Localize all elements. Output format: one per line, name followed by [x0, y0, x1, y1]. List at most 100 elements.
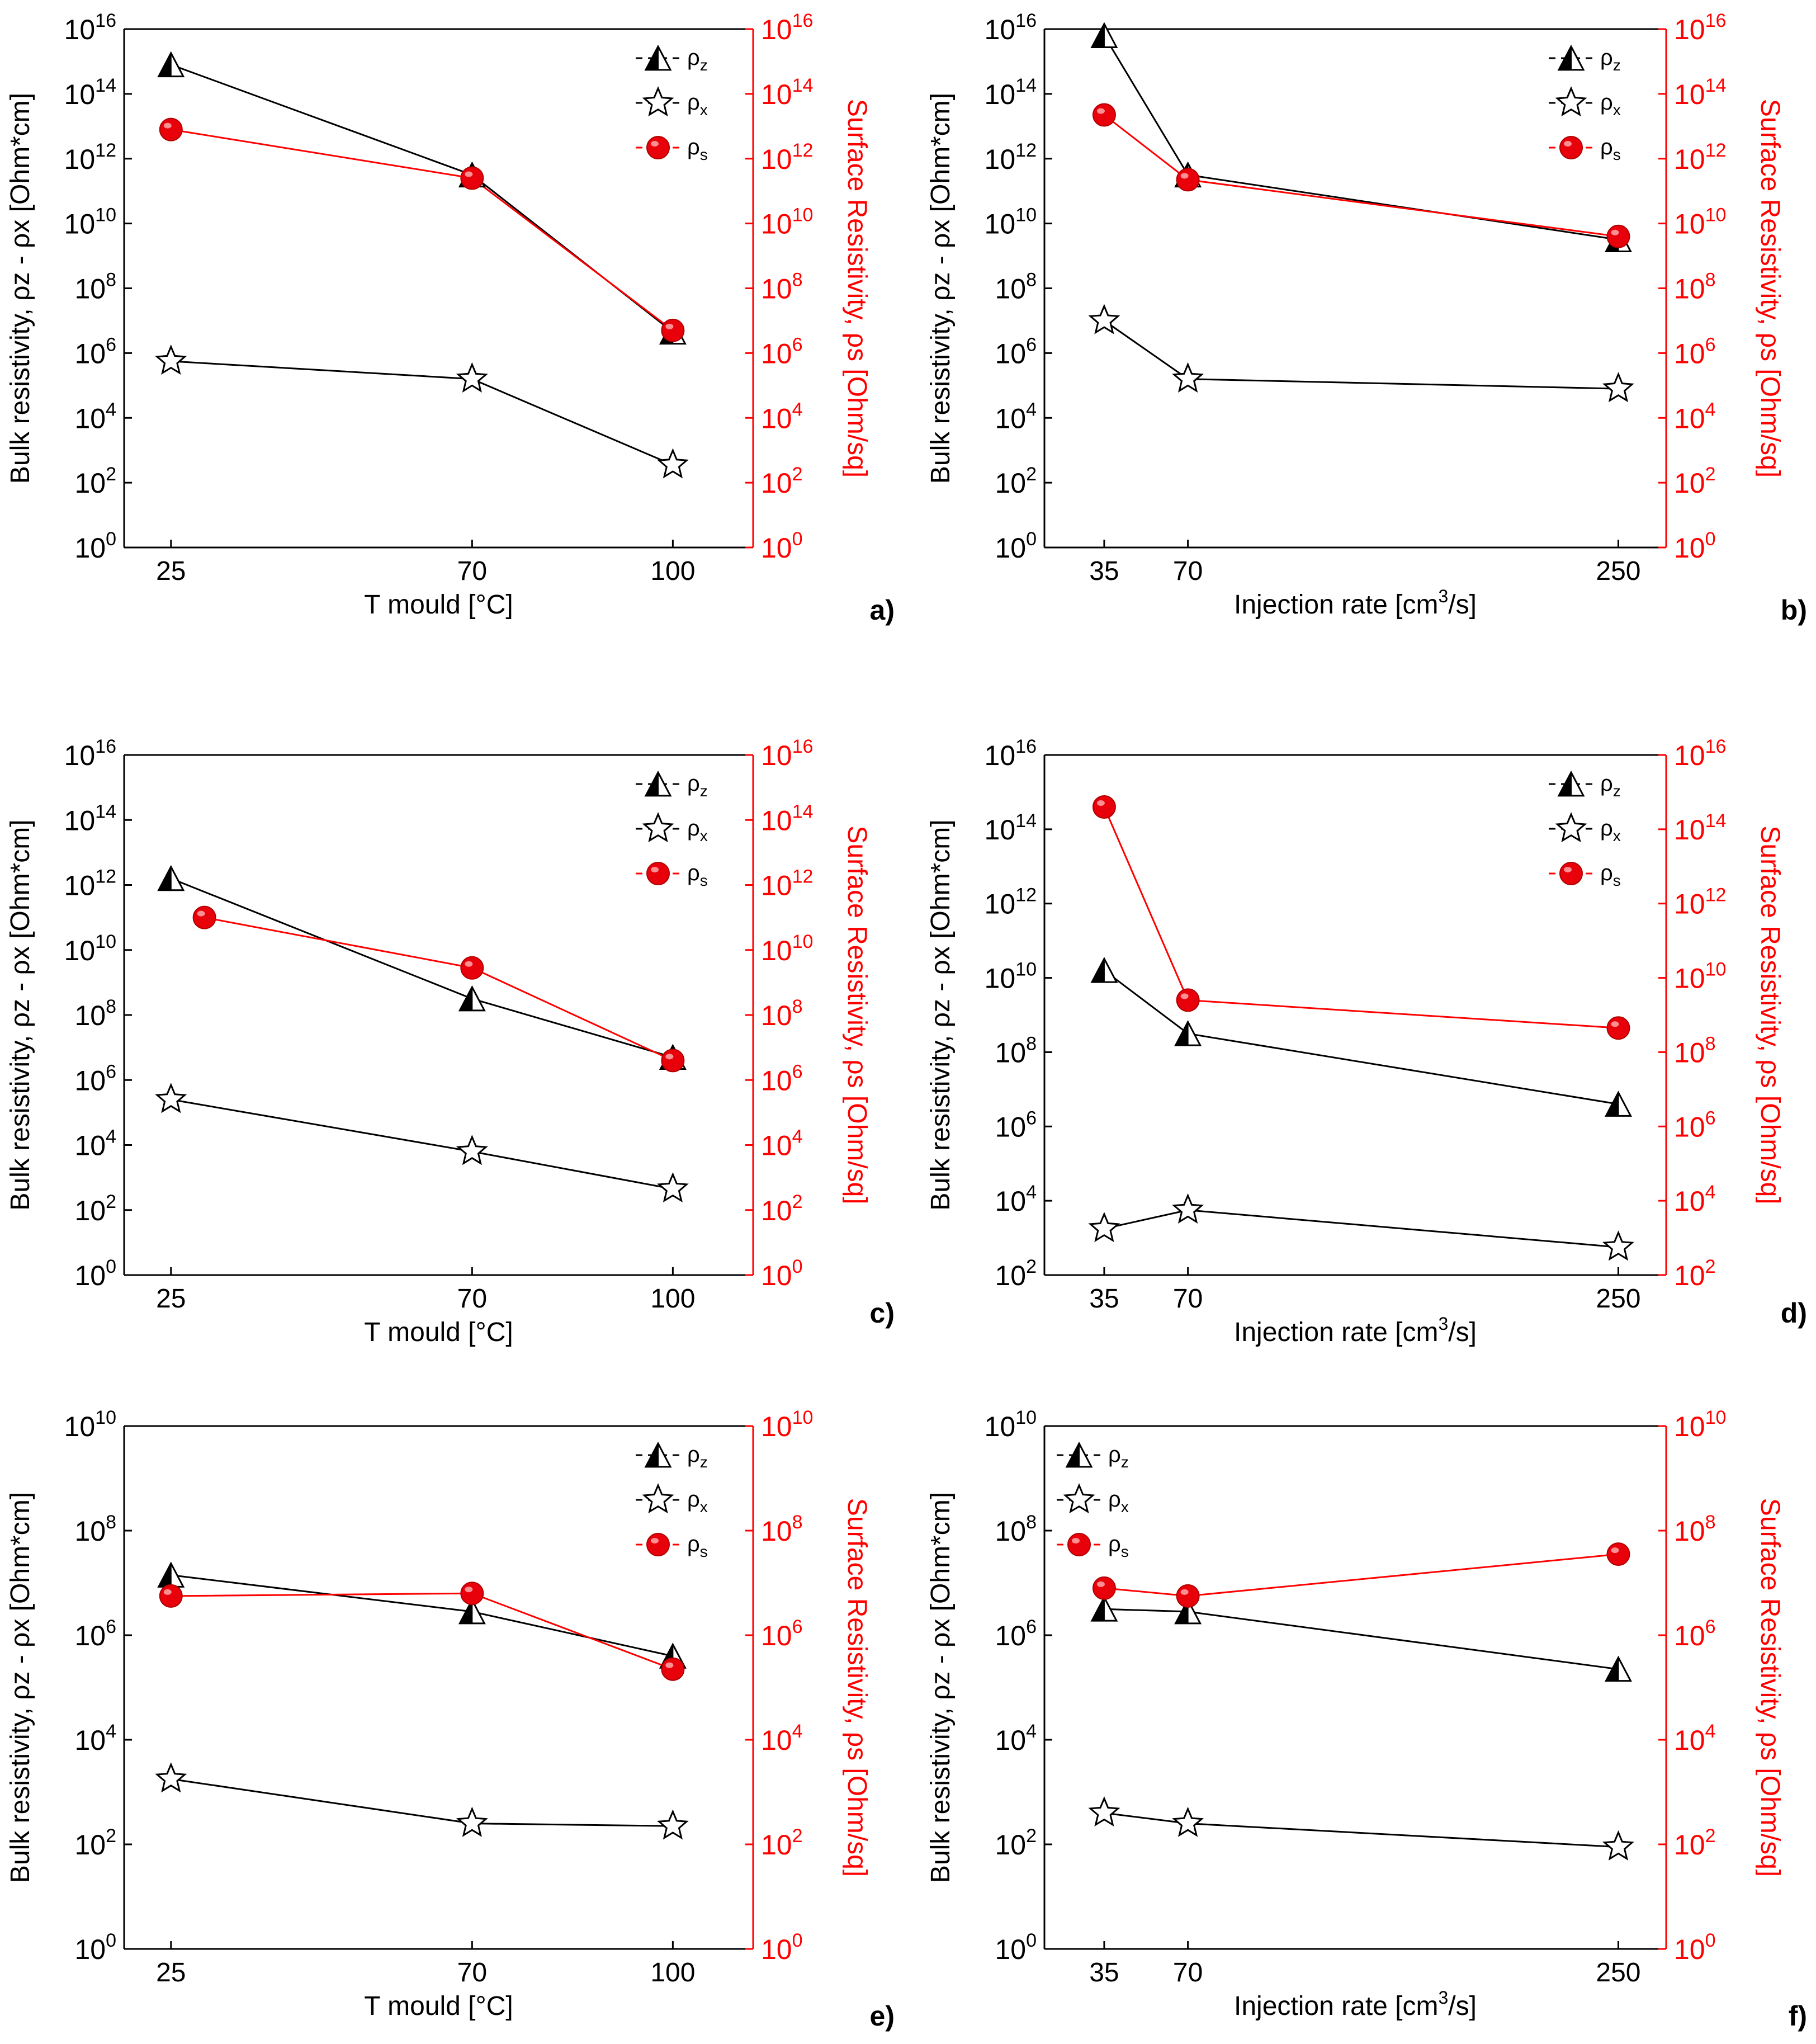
x-tick-label: 70	[457, 1284, 487, 1314]
left-y-tick-label: 1014	[64, 75, 116, 110]
x-tick-label: 70	[1173, 1284, 1203, 1314]
left-y-tick-label: 1014	[64, 801, 116, 836]
right-y-tick-label: 100	[761, 1930, 803, 1965]
left-y-tick-label: 1012	[985, 140, 1037, 175]
chart-panel-a: 100 100 102 102 104 104 106 106 108 108 1010 1010 10…	[6, 10, 895, 626]
legend-label: ρs	[687, 861, 708, 889]
left-y-tick-label: 102	[74, 464, 116, 499]
x-tick-label: 100	[650, 1284, 695, 1314]
left-y-tick-label: 102	[74, 1825, 116, 1861]
right-y-tick-label: 108	[1674, 270, 1716, 305]
right-y-tick-label: 108	[761, 996, 803, 1031]
right-y-tick-label: 1012	[761, 140, 813, 175]
data-point-star	[656, 448, 689, 479]
right-y-tick-label: 1010	[1674, 1407, 1726, 1442]
panel-label: c)	[870, 1297, 895, 1329]
left-y-tick-label: 1016	[985, 736, 1037, 771]
x-tick-label: 35	[1089, 1958, 1119, 1988]
right-y-tick-label: 104	[1674, 399, 1716, 434]
legend-label: ρs	[687, 135, 708, 163]
chart-panel-d: 102 102 104 104 106 106 108 108 1010 1010 1012 1012…	[926, 736, 1807, 1347]
right-y-tick-label: 106	[1674, 1616, 1716, 1651]
data-point-star	[155, 1762, 187, 1793]
right-y-tick-label: 1010	[1674, 959, 1726, 994]
left-y-tick-label: 100	[995, 528, 1037, 564]
series-line-triangle	[1103, 35, 1619, 241]
right-y-tick-label: 1014	[761, 801, 813, 836]
left-y-axis-title: Bulk resistivity, ρz - ρx [Ohm*cm]	[6, 819, 35, 1210]
data-point-star	[1088, 1796, 1120, 1827]
data-point-triangle	[1604, 1655, 1632, 1682]
right-y-tick-label: 1012	[761, 866, 813, 901]
legend-marker-triangle	[644, 770, 672, 797]
left-y-axis-title: Bulk resistivity, ρz - ρx [Ohm*cm]	[926, 93, 956, 484]
left-y-tick-label: 106	[74, 1616, 116, 1651]
x-axis-title: T mould [°C]	[364, 1991, 513, 2021]
x-axis-title: Injection rate [cm3/s]	[1234, 586, 1477, 620]
right-y-axis-title: Surface Resistivity, ρs [Ohm/sq]	[1755, 1498, 1785, 1877]
x-tick-label: 25	[156, 1284, 186, 1314]
left-y-tick-label: 108	[995, 1512, 1037, 1547]
data-point-sphere	[460, 1582, 484, 1606]
x-tick-label: 70	[457, 1958, 487, 1988]
data-point-star	[1088, 1212, 1120, 1243]
legend-label: ρz	[687, 45, 708, 74]
series-line-triangle	[171, 1574, 673, 1657]
x-axis-title: Injection rate [cm3/s]	[1234, 1988, 1477, 2021]
series-line-triangle	[171, 877, 673, 1059]
data-point-sphere	[661, 318, 685, 342]
x-axis-title: T mould [°C]	[364, 1318, 513, 1347]
data-point-star	[1172, 1806, 1204, 1837]
right-y-tick-label: 1010	[761, 205, 813, 240]
legend-marker-triangle	[1557, 44, 1585, 71]
left-y-tick-label: 1010	[985, 205, 1037, 240]
panel-label: d)	[1781, 1297, 1807, 1329]
legend-marker-sphere	[646, 136, 670, 159]
right-y-tick-label: 102	[1674, 1825, 1716, 1861]
legend-marker-sphere	[1559, 136, 1583, 159]
data-point-triangle	[157, 865, 185, 891]
left-y-tick-label: 104	[74, 399, 116, 434]
data-point-star	[1602, 1230, 1634, 1261]
right-y-axis-title: Surface Resistivity, ρs [Ohm/sq]	[842, 99, 872, 478]
right-y-axis-title: Surface Resistivity, ρs [Ohm/sq]	[842, 825, 872, 1204]
right-y-tick-label: 102	[1674, 464, 1716, 499]
right-y-tick-label: 106	[1674, 1107, 1716, 1143]
right-y-tick-label: 100	[761, 528, 803, 564]
right-y-tick-label: 1016	[1674, 10, 1726, 45]
left-y-tick-label: 102	[995, 1256, 1037, 1291]
legend-label: ρx	[687, 816, 708, 844]
legend-label: ρx	[1108, 1487, 1129, 1516]
legend: ρz ρx ρs	[636, 770, 708, 889]
left-y-tick-label: 108	[74, 1512, 116, 1547]
data-point-star	[456, 1135, 488, 1165]
left-y-tick-label: 106	[995, 334, 1037, 369]
left-y-axis-title: Bulk resistivity, ρz - ρx [Ohm*cm]	[926, 819, 956, 1210]
right-y-tick-label: 106	[761, 1061, 803, 1096]
data-point-star	[1172, 362, 1204, 393]
right-y-tick-label: 106	[761, 334, 803, 369]
right-y-tick-label: 102	[761, 1825, 803, 1861]
right-y-tick-label: 1016	[761, 10, 813, 45]
left-y-tick-label: 100	[74, 528, 116, 564]
series-line-star	[171, 1778, 673, 1827]
data-point-triangle	[1174, 1020, 1202, 1046]
right-y-tick-label: 102	[761, 1191, 803, 1226]
left-y-tick-label: 102	[74, 1191, 116, 1226]
right-y-tick-label: 108	[1674, 1512, 1716, 1547]
data-point-sphere	[1176, 1584, 1200, 1608]
legend-label: ρx	[687, 1487, 708, 1516]
x-tick-label: 25	[156, 556, 186, 586]
left-y-tick-label: 1012	[985, 885, 1037, 920]
right-y-tick-label: 100	[761, 1256, 803, 1291]
left-y-tick-label: 1014	[985, 75, 1037, 110]
panel-label: e)	[870, 2000, 895, 2032]
left-y-tick-label: 1010	[985, 1407, 1037, 1442]
legend: ρz ρx ρs	[1057, 1441, 1129, 1560]
data-point-sphere	[1092, 103, 1116, 127]
legend-marker-sphere	[646, 1533, 670, 1556]
x-tick-label: 25	[156, 1958, 186, 1988]
legend-label: ρz	[1600, 771, 1621, 800]
data-point-triangle	[157, 51, 185, 78]
